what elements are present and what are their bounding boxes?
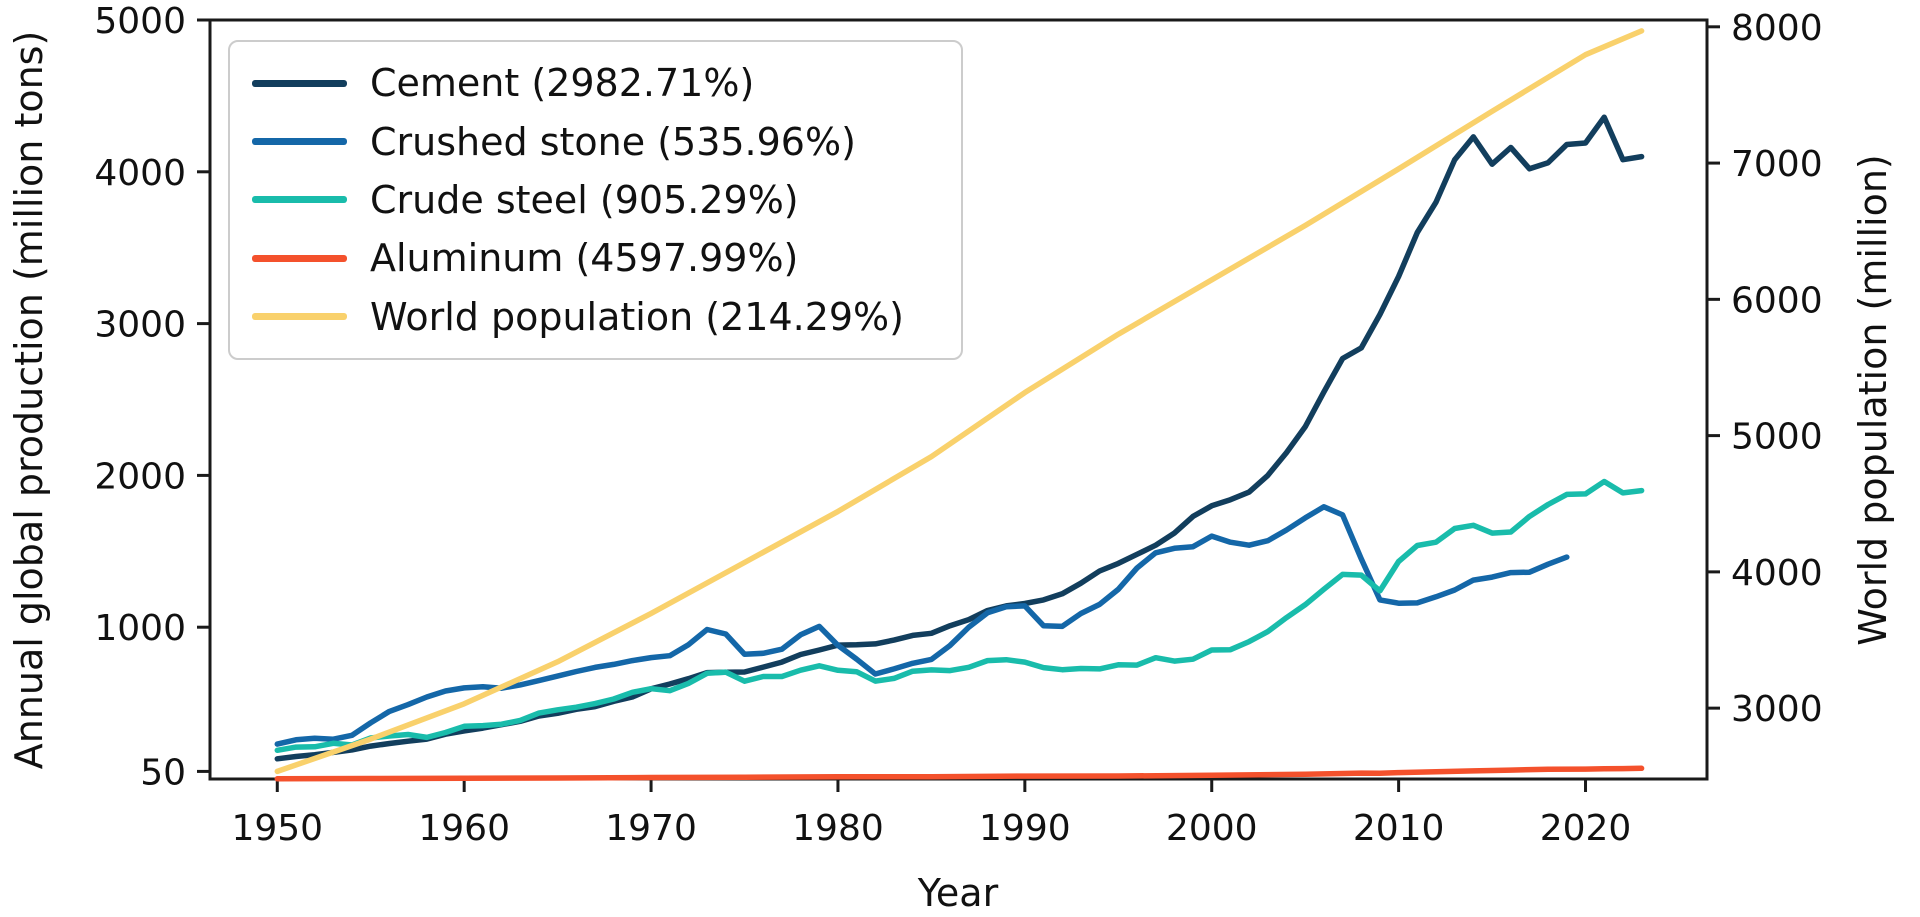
x-axis-ticks: 1950 1960 1970 1980 1990 2000 2010 2020 [231, 779, 1631, 849]
legend-label-world-population: World population (214.29%) [370, 294, 904, 339]
legend-label-crude-steel: Crude steel (905.29%) [370, 177, 799, 222]
y-right-tick-label: 6000 [1731, 280, 1823, 321]
x-tick-label: 1980 [792, 808, 884, 849]
y-left-tick-label: 4000 [94, 153, 186, 194]
y-axis-left-ticks: 50 1000 2000 3000 4000 5000 [94, 1, 210, 793]
legend-swatch-crushed-stone [252, 138, 347, 146]
legend-swatch-cement [252, 79, 347, 87]
legend-item-crude-steel: Crude steel (905.29%) [252, 181, 951, 219]
series-line-crude-steel [274, 478, 1645, 754]
series-line-crushed-stone [274, 504, 1570, 747]
y-right-tick-label: 7000 [1731, 144, 1823, 185]
x-tick-label: 1950 [231, 808, 323, 849]
y-axis-right-ticks: 3000 4000 5000 6000 7000 8000 [1707, 8, 1823, 730]
series-line-aluminum [274, 765, 1645, 782]
y-right-tick-label: 3000 [1731, 689, 1823, 730]
x-tick-label: 1960 [418, 808, 510, 849]
y-right-tick-label: 5000 [1731, 417, 1823, 458]
legend-swatch-aluminum [252, 254, 347, 262]
series-line-world-population [274, 28, 1645, 775]
y-right-tick-label: 4000 [1731, 553, 1823, 594]
y-axis-left-title: Annual global production (million tons) [7, 31, 51, 770]
x-tick-label: 1990 [979, 808, 1071, 849]
y-left-tick-label: 3000 [94, 305, 186, 346]
y-left-tick-label: 50 [140, 752, 186, 793]
y-left-tick-label: 2000 [94, 456, 186, 497]
legend-swatch-world-population [252, 313, 347, 321]
legend-label-aluminum: Aluminum (4597.99%) [370, 236, 799, 281]
legend-item-aluminum: Aluminum (4597.99%) [252, 239, 951, 277]
y-left-tick-label: 5000 [94, 1, 186, 42]
legend-item-world-population: World population (214.29%) [252, 298, 951, 336]
y-left-tick-label: 1000 [94, 608, 186, 649]
legend-item-crushed-stone: Crushed stone (535.96%) [252, 123, 951, 161]
y-right-tick-label: 8000 [1731, 8, 1823, 49]
series-lines [274, 28, 1645, 782]
legend-swatch-crude-steel [252, 196, 347, 204]
x-axis-title: Year [917, 871, 999, 915]
legend: Cement (2982.71%) Crushed stone (535.96%… [228, 40, 963, 360]
legend-item-cement: Cement (2982.71%) [252, 64, 951, 102]
legend-label-cement: Cement (2982.71%) [370, 61, 755, 106]
x-tick-label: 2000 [1166, 808, 1258, 849]
legend-label-crushed-stone: Crushed stone (535.96%) [370, 119, 856, 164]
x-tick-label: 1970 [605, 808, 697, 849]
x-tick-label: 2020 [1540, 808, 1632, 849]
y-axis-right-title: World population (million) [1851, 154, 1895, 646]
x-tick-label: 2010 [1353, 808, 1445, 849]
